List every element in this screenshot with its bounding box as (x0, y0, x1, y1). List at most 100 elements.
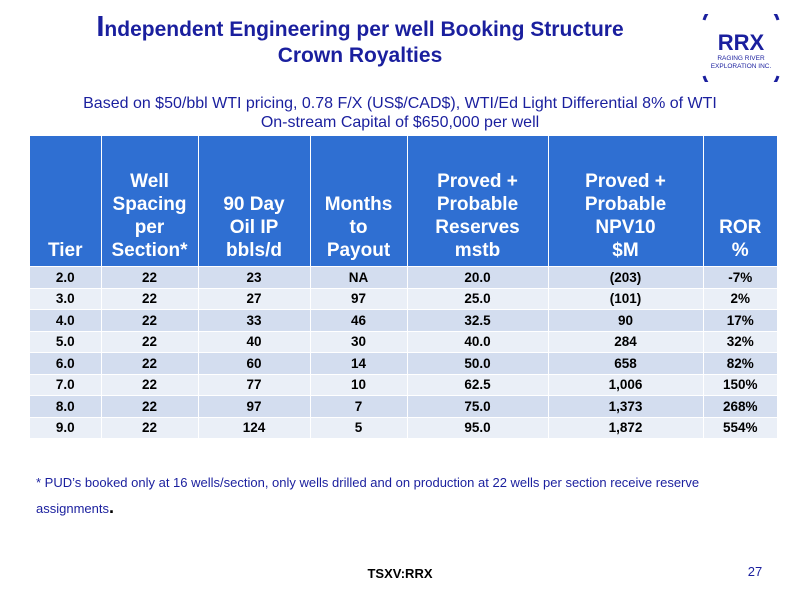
cell-well-spacing: 22 (101, 352, 199, 374)
header-line: $M (612, 240, 639, 261)
cell-well-spacing: 22 (101, 330, 199, 353)
cell-oil-ip: 124 (198, 416, 311, 438)
cell-well-spacing: 22 (101, 309, 199, 331)
cell-tier: 3.0 (30, 287, 102, 310)
header-line: Proved + (585, 171, 666, 192)
cell-reserves: 50.0 (407, 352, 549, 374)
cell-ror: 17% (703, 309, 777, 331)
table-row: 2.0 22 23 NA 20.0 (203) -7% (30, 266, 777, 288)
cell-ror: -7% (703, 266, 777, 288)
cell-reserves: 20.0 (407, 266, 549, 288)
cell-reserves: 32.5 (407, 309, 549, 331)
cell-months-to-payout: 46 (310, 309, 408, 331)
cell-oil-ip: 77 (198, 373, 311, 396)
cell-npv10: 284 (548, 330, 704, 353)
cell-tier: 5.0 (30, 330, 102, 353)
cell-months-to-payout: 14 (310, 352, 408, 374)
table-body: 2.0 22 23 NA 20.0 (203) -7% 3.0 22 27 97 25.0 (101) 2… (30, 266, 777, 438)
header-line: Oil IP (229, 217, 279, 238)
header-line: 90 Day (223, 194, 285, 215)
table-row: 9.0 22 124 5 95.0 1,872 554% (30, 416, 777, 438)
subtitle-line-2: On-stream Capital of $650,000 per well (260, 114, 540, 131)
cell-reserves: 25.0 (407, 287, 549, 310)
header-ror: ROR% (703, 136, 777, 267)
cell-reserves: 75.0 (407, 395, 549, 417)
header-line: Section* (111, 240, 188, 261)
header-line: per (134, 217, 165, 238)
cell-months-to-payout: NA (310, 266, 408, 288)
cell-well-spacing: 22 (101, 266, 199, 288)
header-line: Well (130, 171, 169, 192)
header-line: to (349, 217, 368, 238)
cell-tier: 8.0 (30, 395, 102, 417)
cell-reserves: 95.0 (407, 416, 549, 438)
title-line-1: Independent Engineering per well Booking… (40, 11, 680, 43)
header-line: ROR (719, 217, 762, 238)
header-line: Months (324, 194, 393, 215)
footnote-period: . (108, 497, 114, 517)
cell-months-to-payout: 7 (310, 395, 408, 417)
cell-ror: 554% (703, 416, 777, 438)
cell-months-to-payout: 97 (310, 287, 408, 310)
cell-oil-ip: 40 (198, 330, 311, 353)
header-line: NPV10 (595, 217, 656, 238)
table-row: 3.0 22 27 97 25.0 (101) 2% (30, 287, 777, 310)
header-line: Probable (436, 194, 519, 215)
logo-name: RRX (718, 30, 765, 55)
slide-title: Independent Engineering per well Booking… (40, 11, 680, 69)
cell-npv10: 90 (548, 309, 704, 331)
pricing-assumptions: Based on $50/bbl WTI pricing, 0.78 F/X (… (20, 94, 780, 132)
header-npv10: Proved + Probable NPV10 $M (548, 136, 704, 267)
logo-line-2: EXPLORATION INC. (711, 63, 772, 70)
cell-well-spacing: 22 (101, 395, 199, 417)
cell-npv10: 658 (548, 352, 704, 374)
cell-well-spacing: 22 (101, 287, 199, 310)
header-line: mstb (454, 240, 501, 261)
header-line: bbls/d (226, 240, 282, 261)
cell-months-to-payout: 10 (310, 373, 408, 396)
cell-tier: 9.0 (30, 416, 102, 438)
header-line: Probable (584, 194, 667, 215)
cell-months-to-payout: 5 (310, 416, 408, 438)
footnote-text: * PUD’s booked only at 16 wells/section,… (36, 475, 700, 516)
table-row: 8.0 22 97 7 75.0 1,373 268% (30, 395, 777, 417)
header-line: % (731, 240, 749, 261)
cell-oil-ip: 33 (198, 309, 311, 331)
rrx-logo: RRX RAGING RIVER EXPLORATION INC. (702, 14, 780, 82)
cell-npv10: (203) (548, 266, 704, 288)
header-line: Spacing (112, 194, 187, 215)
cell-reserves: 62.5 (407, 373, 549, 396)
page-number: 27 (747, 564, 763, 579)
cell-oil-ip: 27 (198, 287, 311, 310)
cell-ror: 150% (703, 373, 777, 396)
cell-oil-ip: 60 (198, 352, 311, 374)
title-initial: I (96, 11, 105, 43)
cell-oil-ip: 97 (198, 395, 311, 417)
header-tier: Tier (30, 136, 102, 267)
cell-tier: 7.0 (30, 373, 102, 396)
booking-structure-table: Tier Well Spacing per Section* 90 Day Oil IP bb… (30, 136, 777, 438)
table-row: 6.0 22 60 14 50.0 658 82% (30, 352, 777, 374)
cell-well-spacing: 22 (101, 416, 199, 438)
cell-ror: 82% (703, 352, 777, 374)
header-months-to-payout: Months to Payout (310, 136, 408, 267)
cell-reserves: 40.0 (407, 330, 549, 353)
table-row: 4.0 22 33 46 32.5 90 17% (30, 309, 777, 331)
table-row: 7.0 22 77 10 62.5 1,006 150% (30, 373, 777, 396)
table-header-row: Tier Well Spacing per Section* 90 Day Oil IP bb… (30, 136, 777, 267)
header-reserves: Proved + Probable Reserves mstb (407, 136, 549, 267)
cell-npv10: 1,872 (548, 416, 704, 438)
header-line: Tier (47, 240, 83, 261)
cell-well-spacing: 22 (101, 373, 199, 396)
cell-ror: 2% (703, 287, 777, 310)
cell-tier: 4.0 (30, 309, 102, 331)
title-line-2: Crown Royalties (277, 44, 443, 67)
ticker-symbol: TSXV:RRX (367, 566, 433, 581)
footnote: * PUD’s booked only at 16 wells/section,… (36, 471, 756, 521)
cell-tier: 6.0 (30, 352, 102, 374)
cell-oil-ip: 23 (198, 266, 311, 288)
logo-line-1: RAGING RIVER (717, 55, 765, 62)
header-line: Proved + (437, 171, 518, 192)
header-well-spacing: Well Spacing per Section* (101, 136, 199, 267)
cell-months-to-payout: 30 (310, 330, 408, 353)
